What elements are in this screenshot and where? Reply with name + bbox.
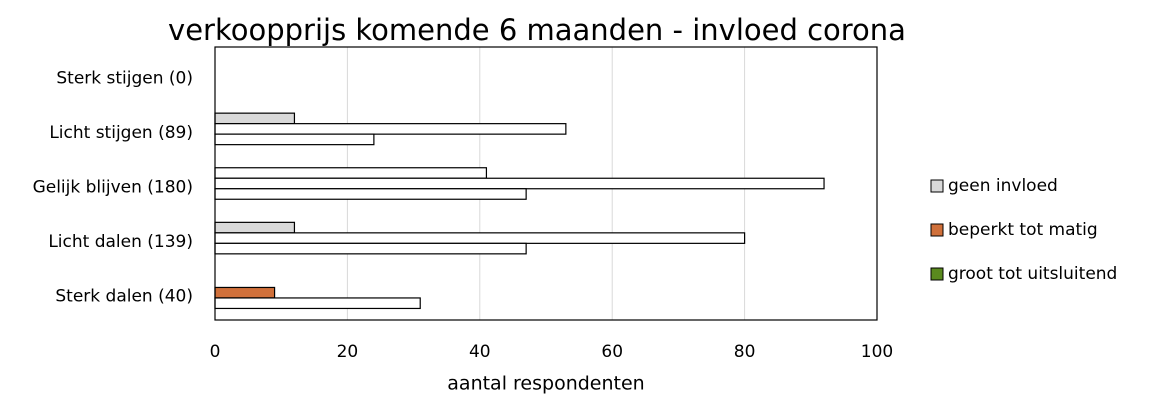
legend-swatch: [930, 223, 944, 237]
y-tick-label: Licht stijgen (89): [49, 123, 193, 143]
legend-swatch: [930, 179, 944, 193]
x-tick-label: 80: [734, 342, 756, 362]
x-tick-label: 40: [469, 342, 491, 362]
x-axis-label: aantal respondenten: [447, 373, 644, 395]
bar: [214, 232, 746, 244]
legend-label: groot tot uitsluitend: [948, 264, 1117, 284]
bar: [214, 221, 296, 234]
y-tick-label: Sterk stijgen (0): [56, 68, 193, 88]
y-tick-label: Sterk dalen (40): [55, 287, 193, 307]
bar: [214, 167, 488, 179]
bar: [214, 177, 825, 190]
legend-swatch: [930, 267, 944, 281]
bar: [214, 123, 567, 135]
bar: [214, 112, 296, 125]
legend-label: geen invloed: [948, 176, 1058, 196]
bar: [214, 286, 276, 299]
x-tick-label: 100: [861, 342, 893, 362]
x-tick-label: 20: [337, 342, 359, 362]
bar: [214, 133, 375, 146]
x-tick-label: 60: [601, 342, 623, 362]
bar: [214, 242, 527, 255]
legend-label: beperkt tot matig: [948, 220, 1098, 240]
y-tick-label: Gelijk blijven (180): [33, 178, 193, 198]
plot-frame: [214, 46, 878, 321]
chart-title: verkoopprijs komende 6 maanden - invloed…: [168, 13, 906, 47]
bar: [214, 297, 421, 310]
y-tick-label: Licht dalen (139): [48, 232, 193, 252]
x-tick-label: 0: [210, 342, 221, 362]
bar: [214, 188, 527, 200]
